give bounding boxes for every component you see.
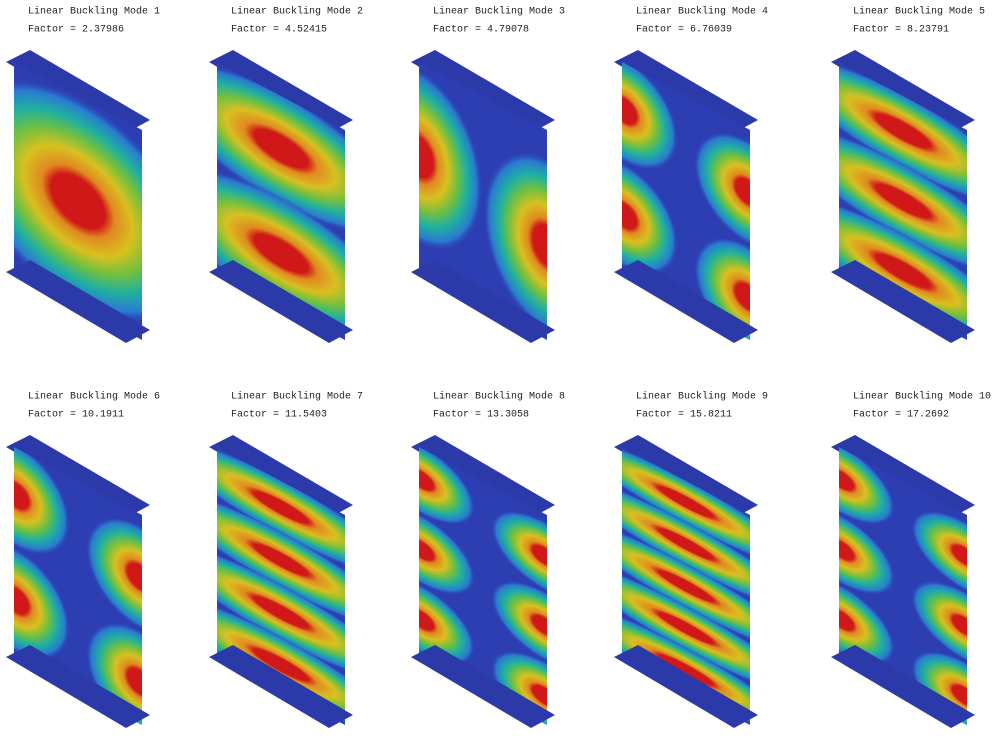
mode-panel: Linear Buckling Mode 8 Factor = 13.3058 (368, 391, 598, 739)
mode-title: Linear Buckling Mode 9 (636, 391, 768, 403)
mode-factor: Factor = 13.3058 (433, 410, 529, 421)
mode-panel: Linear Buckling Mode 4 Factor = 6.76039 (571, 6, 801, 378)
mode-factor: Factor = 17.2692 (853, 410, 949, 421)
mode-title: Linear Buckling Mode 1 (28, 6, 160, 18)
mode-title: Linear Buckling Mode 5 (853, 6, 985, 18)
mode-title: Linear Buckling Mode 4 (636, 6, 768, 18)
mode-panel: Linear Buckling Mode 3 Factor = 4.79078 (355, 6, 611, 374)
mode-panel: Linear Buckling Mode 10 Factor = 17.2692 (788, 391, 1000, 739)
mode-factor: Factor = 4.52415 (231, 25, 327, 36)
figure: Linear Buckling Mode 1Factor = 2.37986Li… (0, 0, 1000, 739)
mode-factor: Factor = 6.76039 (636, 25, 732, 36)
mode-title: Linear Buckling Mode 8 (433, 391, 565, 403)
mode-title: Linear Buckling Mode 3 (433, 6, 565, 18)
mode-title: Linear Buckling Mode 6 (28, 391, 160, 403)
mode-title: Linear Buckling Mode 2 (231, 6, 363, 18)
mode-panel: Linear Buckling Mode 1 Factor = 2.37986 (0, 6, 200, 371)
mode-title: Linear Buckling Mode 7 (231, 391, 363, 403)
mode-panel: Linear Buckling Mode 5 Factor = 8.23791 (781, 6, 1000, 374)
mode-factor: Factor = 8.23791 (853, 25, 949, 36)
mode-factor: Factor = 10.1911 (28, 410, 124, 421)
mode-panel: Linear Buckling Mode 6 Factor = 10.1911 (0, 391, 193, 739)
mode-factor: Factor = 2.37986 (28, 25, 124, 36)
mode-panel: Linear Buckling Mode 7 Factor = 11.5403 (159, 391, 402, 739)
mode-title: Linear Buckling Mode 10 (853, 391, 991, 403)
mode-factor: Factor = 15.8211 (636, 410, 732, 421)
mode-factor: Factor = 4.79078 (433, 25, 529, 36)
mode-panel: Linear Buckling Mode 9 Factor = 15.8211 (564, 391, 807, 739)
mode-panel: Linear Buckling Mode 2 Factor = 4.52415 (159, 6, 402, 376)
mode-factor: Factor = 11.5403 (231, 410, 327, 421)
